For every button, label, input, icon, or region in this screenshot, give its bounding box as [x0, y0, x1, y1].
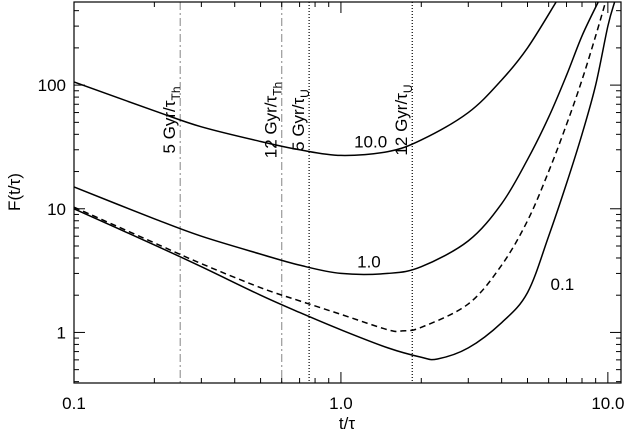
reference-label: 12 Gyr/τTh [262, 82, 285, 158]
reference-label-text: 12 Gyr/τ [392, 93, 411, 156]
x-tick-label: 10.0 [591, 394, 624, 413]
reference-label-text: 12 Gyr/τ [262, 96, 281, 159]
y-tick-label: 1 [57, 323, 66, 342]
curve [74, 2, 607, 333]
curve-label: 1.0 [357, 252, 381, 271]
reference-label-text: 5 Gyr/τ [289, 98, 308, 151]
y-axis-label: F(t/τ) [5, 173, 24, 211]
reference-label: 12 Gyr/τU [392, 84, 415, 155]
curve-label: 10.0 [354, 132, 387, 151]
curve-label: 0.1 [551, 275, 575, 294]
x-axis-label: t/τ [339, 414, 355, 433]
plot-area [74, 2, 616, 383]
x-tick-label: 1.0 [329, 394, 353, 413]
reference-label: 5 Gyr/τTh [160, 86, 183, 153]
curve [74, 2, 557, 157]
y-tick-label: 100 [38, 76, 66, 95]
curve [74, 2, 616, 361]
y-tick-label: 10 [47, 200, 66, 219]
x-tick-label: 0.1 [62, 394, 86, 413]
reference-label-sub: Th [169, 86, 183, 100]
plot-frame [73, 1, 622, 384]
reference-label: 5 Gyr/τU [289, 89, 312, 151]
reference-label-sub: Th [271, 82, 285, 96]
reference-label-sub: U [401, 84, 415, 93]
curve [74, 2, 599, 276]
reference-label-sub: U [298, 89, 312, 98]
reference-label-text: 5 Gyr/τ [160, 100, 179, 153]
